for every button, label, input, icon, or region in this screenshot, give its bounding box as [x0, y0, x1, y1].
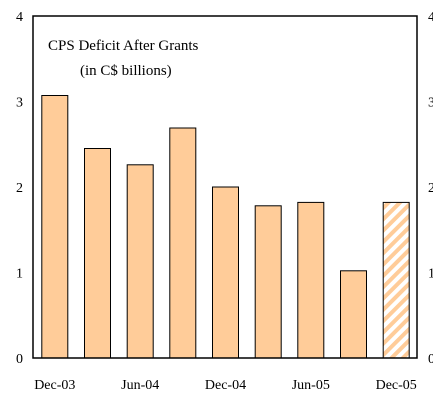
chart-title: CPS Deficit After Grants	[48, 38, 199, 54]
bar-jun-05	[297, 201, 325, 359]
x-axis: Dec-03 Jun-04 Dec-04 Jun-05 Dec-05	[34, 378, 417, 393]
x-tick-jun-04: Jun-04	[121, 378, 159, 393]
y-tick-right-4: 4	[428, 10, 433, 25]
y-tick-right-2: 2	[428, 181, 433, 196]
y-tick-left-4: 4	[16, 10, 23, 25]
x-tick-jun-05: Jun-05	[292, 378, 330, 393]
y-tick-right-0: 0	[428, 352, 433, 367]
bar-dec-05	[382, 201, 410, 359]
bar-sep-04	[169, 127, 197, 359]
y-axis-left: 0 1 2 3 4	[16, 10, 23, 367]
y-tick-right-3: 3	[428, 96, 433, 111]
y-tick-left-0: 0	[16, 352, 23, 367]
bar-dec-04	[212, 186, 239, 359]
bar-dec-03	[41, 95, 69, 359]
x-tick-dec-05: Dec-05	[376, 378, 417, 393]
y-axis-right: 0 1 2 3 4	[428, 10, 433, 367]
y-tick-right-1: 1	[428, 267, 433, 282]
bars	[41, 95, 410, 359]
chart-subtitle: (in C$ billions)	[80, 63, 172, 79]
x-tick-dec-04: Dec-04	[205, 378, 246, 393]
y-tick-left-1: 1	[16, 267, 23, 282]
bar-mar-05	[254, 205, 282, 359]
y-tick-left-2: 2	[16, 181, 23, 196]
x-tick-dec-03: Dec-03	[34, 378, 75, 393]
bar-jun-04	[126, 164, 154, 359]
y-tick-left-3: 3	[16, 96, 23, 111]
bar-sep-05	[340, 270, 367, 359]
plot-frame	[32, 15, 418, 359]
bar-mar-04	[84, 148, 111, 359]
